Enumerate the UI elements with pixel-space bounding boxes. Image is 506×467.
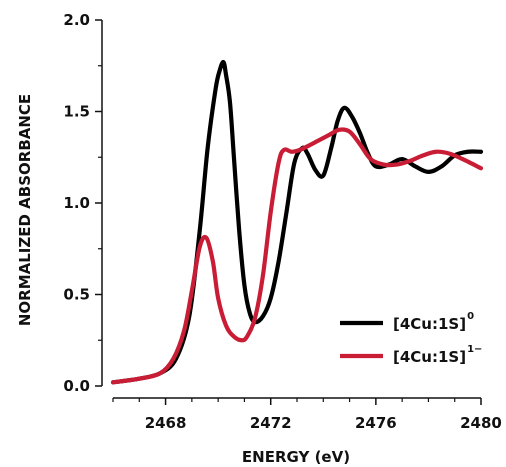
legend-label-0: [4Cu:1S] — [393, 315, 466, 333]
y-tick-label: 0.0 — [63, 377, 90, 395]
x-tick-label: 2476 — [355, 414, 397, 432]
series-line-1 — [110, 127, 484, 385]
x-tick-label: 2468 — [145, 414, 187, 432]
legend: [4Cu:1S] 0[4Cu:1S] 1− — [340, 311, 482, 366]
series-layer — [110, 59, 484, 385]
y-tick-label: 1.0 — [63, 194, 90, 212]
y-tick-label: 0.5 — [63, 286, 90, 304]
x-axis-label: ENERGY (eV) — [242, 448, 350, 466]
y-axis-label: NORMALIZED ABSORBANCE — [16, 94, 34, 326]
axes-layer: 0.0 0.5 1.0 1.5 2.0 2468 2472 2476 2480 — [63, 11, 501, 432]
series-line-0 — [110, 59, 484, 385]
legend-superscript-1: 1− — [467, 344, 482, 355]
legend-label-1: [4Cu:1S] — [393, 348, 466, 366]
legend-superscript-0: 0 — [467, 311, 474, 322]
x-tick-label: 2480 — [460, 414, 502, 432]
x-tick-label: 2472 — [250, 414, 292, 432]
y-tick-label: 1.5 — [63, 103, 90, 121]
y-tick-label: 2.0 — [63, 11, 90, 29]
